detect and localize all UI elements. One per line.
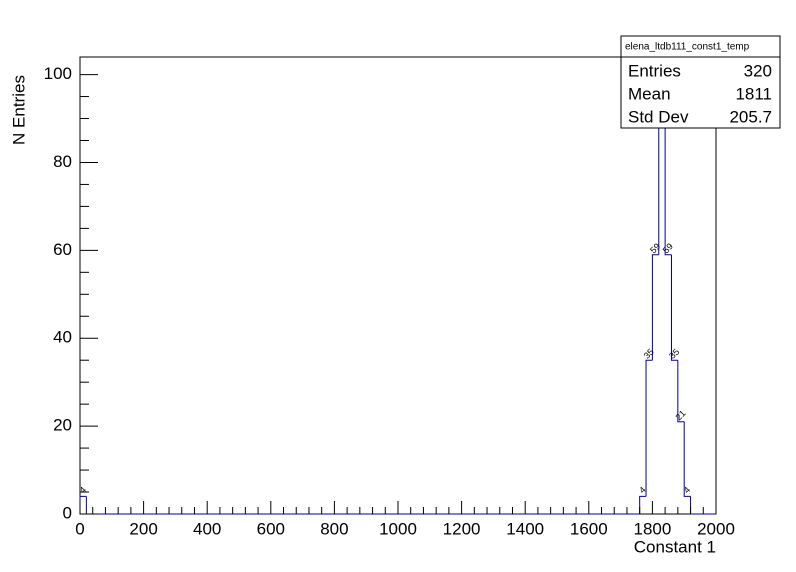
x-tick-label: 400: [193, 519, 221, 538]
y-tick-label: 80: [53, 152, 72, 171]
ticks: 0 200 400 600 800 1000 1200 1400 1600 1800 2000 0 20…: [44, 64, 735, 538]
y-tick-label: 60: [53, 240, 72, 259]
y-axis-label: N Entries: [9, 75, 28, 145]
stats-label: Std Dev: [628, 107, 689, 126]
data-label: 4: [77, 485, 88, 496]
x-tick-label: 1000: [379, 519, 417, 538]
stats-value: 205.7: [729, 107, 772, 126]
y-tick-label: 20: [53, 416, 72, 435]
x-tick-label: 1400: [506, 519, 544, 538]
stats-title: elena_ltdb111_const1_temp: [625, 42, 750, 53]
x-tick-label: 600: [257, 519, 285, 538]
x-tick-label: 1600: [570, 519, 608, 538]
stats-label: Mean: [628, 84, 671, 103]
data-label: 59: [661, 241, 675, 255]
x-tick-label: 800: [320, 519, 348, 538]
data-label: 4: [682, 485, 693, 496]
x-tick-label: 1800: [633, 519, 671, 538]
stats-label: Entries: [628, 61, 681, 80]
bin: [645, 359, 653, 497]
data-label: 4: [637, 485, 648, 496]
y-tick-label: 0: [63, 503, 72, 522]
data-label: 21: [674, 408, 688, 422]
stats-value: 320: [744, 61, 772, 80]
x-tick-label: 200: [129, 519, 157, 538]
y-tick-label: 40: [53, 328, 72, 347]
stats-frame: [620, 35, 781, 129]
x-axis-label: Constant 1: [634, 537, 716, 556]
x-tick-label: 1200: [443, 519, 481, 538]
bin: [664, 78, 672, 256]
bin: [670, 254, 678, 361]
stats-box: elena_ltdb111_const1_temp Entries 320 Mean…: [620, 35, 781, 129]
bin: [677, 360, 685, 423]
stats-value: 1811: [735, 84, 772, 103]
histogram: 443559995935214: [77, 65, 716, 515]
bin: [683, 421, 691, 497]
bin: [651, 254, 659, 361]
x-tick-label: 0: [75, 519, 84, 538]
y-tick-label: 100: [44, 64, 72, 83]
x-tick-label: 2000: [697, 519, 735, 538]
